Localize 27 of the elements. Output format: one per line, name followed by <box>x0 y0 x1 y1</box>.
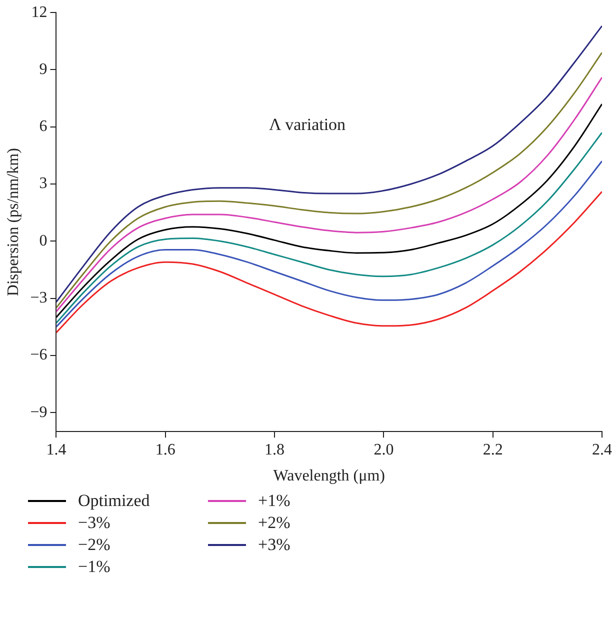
x-tick-label: 1.8 <box>264 441 285 458</box>
legend-label: −2% <box>78 535 110 555</box>
y-tick-label: −3 <box>30 289 48 306</box>
x-tick-label: 2.2 <box>482 441 503 458</box>
y-tick-label: 12 <box>31 4 48 21</box>
line-series <box>56 132 602 324</box>
line-series <box>56 190 602 334</box>
x-tick-label: 1.6 <box>155 441 176 458</box>
x-tick-label: 1.4 <box>46 441 66 458</box>
x-tick-label: 2.4 <box>592 441 612 458</box>
legend-label: +1% <box>258 491 290 511</box>
legend-label: +2% <box>258 513 290 533</box>
annotation: Λ variation <box>269 114 346 134</box>
legend-label: −3% <box>78 513 110 533</box>
y-tick-label: 9 <box>39 60 48 78</box>
y-axis-title: Dispersion (ps/nm/km) <box>4 148 22 296</box>
y-tick-label: 3 <box>39 175 48 192</box>
legend-label: +3% <box>258 535 290 555</box>
y-tick-label: 6 <box>39 118 48 136</box>
line-series <box>56 160 602 328</box>
y-tick-label: −6 <box>30 346 48 364</box>
legend-label: Optimized <box>78 491 150 511</box>
y-tick-label: 0 <box>39 232 48 250</box>
x-axis-title: Wavelength (μm) <box>273 468 385 485</box>
x-tick-label: 2.0 <box>374 441 394 458</box>
legend-label: −1% <box>78 557 110 577</box>
y-tick-label: −9 <box>30 404 48 421</box>
